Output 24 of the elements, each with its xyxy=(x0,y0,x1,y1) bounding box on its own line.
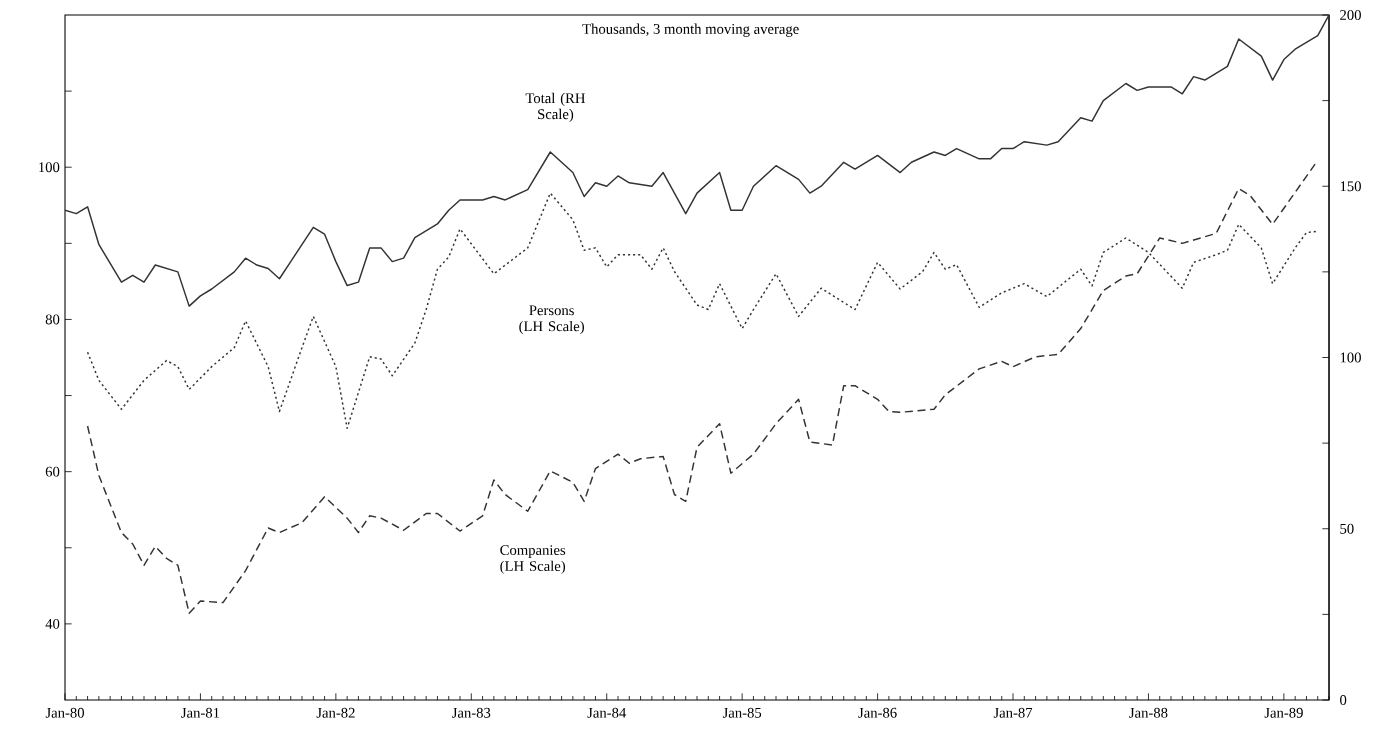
x-tick-label: Jan-84 xyxy=(587,707,627,718)
y2-tick-label: 200 xyxy=(1340,10,1361,20)
x-tick-label: Jan-81 xyxy=(181,707,220,718)
x-tick-label: Jan-80 xyxy=(45,707,84,718)
text: Companies (LH Scale) xyxy=(500,545,566,574)
x-tick-label: Jan-83 xyxy=(452,707,491,718)
x-tick-label: Jan-86 xyxy=(858,707,897,718)
y-tick-label: 100 xyxy=(39,162,60,173)
y-tick-label: 40 xyxy=(45,618,60,629)
text: Total (RH Scale) xyxy=(525,92,586,123)
text: Thousands, 3 month moving average xyxy=(582,23,799,37)
x-tick-label: Jan-88 xyxy=(1129,707,1168,718)
y2-tick-label: 0 xyxy=(1340,695,1347,705)
text: Persons (LH Scale) xyxy=(519,305,584,335)
x-tick-label: Jan-82 xyxy=(316,707,355,718)
x-tick-label: Jan-87 xyxy=(993,707,1033,718)
x-tick-label: Jan-89 xyxy=(1264,707,1303,718)
y-tick-label: 80 xyxy=(45,314,60,325)
line-series xyxy=(86,192,1319,430)
y2-tick-label: 100 xyxy=(1340,352,1361,363)
y-tick-label: 60 xyxy=(45,466,60,477)
x-tick-label: Jan-85 xyxy=(722,707,762,718)
y2-tick-label: 50 xyxy=(1340,523,1354,534)
y2-tick-label: 150 xyxy=(1340,181,1361,192)
